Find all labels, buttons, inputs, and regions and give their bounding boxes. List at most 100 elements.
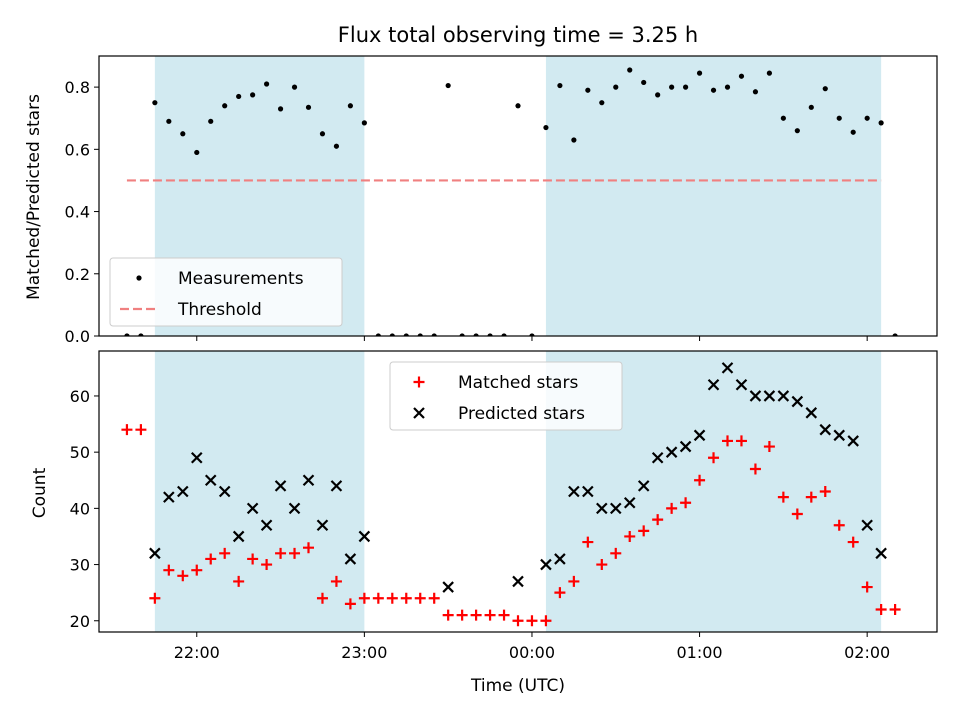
- point-plus: [861, 581, 873, 593]
- point-x: [735, 378, 748, 391]
- data-points: [124, 67, 898, 336]
- y-tick-label: 0.4: [65, 203, 90, 222]
- point-x: [763, 390, 776, 402]
- point-dot: [459, 333, 465, 336]
- point-x: [316, 519, 329, 531]
- point-plus: [749, 463, 761, 475]
- legend-box: [389, 361, 623, 431]
- point-x: [665, 446, 678, 458]
- point-plus: [456, 609, 468, 621]
- point-plus: [428, 592, 440, 604]
- point-x: [707, 378, 720, 391]
- point-x: [847, 435, 859, 447]
- point-plus: [414, 592, 426, 604]
- point-dot: [780, 115, 786, 121]
- point-x: [330, 480, 343, 492]
- point-x: [232, 530, 245, 543]
- point-dot: [557, 82, 563, 89]
- point-plus: [666, 502, 678, 514]
- point-x: [805, 407, 818, 419]
- point-dot: [766, 70, 773, 76]
- point-plus: [149, 592, 161, 604]
- point-dot: [222, 103, 228, 109]
- point-dot: [655, 92, 661, 98]
- y-tick-label: 60: [70, 387, 90, 406]
- point-dot: [431, 333, 437, 336]
- point-plus: [582, 536, 594, 548]
- point-plus: [316, 592, 328, 604]
- point-plus: [777, 491, 789, 503]
- legend-marker: [413, 407, 425, 419]
- point-dot: [892, 333, 898, 336]
- point-plus: [135, 424, 147, 436]
- point-plus: [624, 530, 636, 542]
- top-y-axis-label: Matched/Predicted stars: [24, 94, 44, 300]
- point-plus: [610, 547, 622, 559]
- point-plus: [791, 508, 803, 520]
- point-dot: [250, 92, 256, 98]
- point-x: [540, 558, 552, 571]
- point-dot: [683, 84, 689, 90]
- point-plus: [694, 474, 706, 486]
- shaded-interval-2: [545, 56, 882, 336]
- point-dot: [333, 143, 340, 149]
- point-dot: [277, 106, 284, 112]
- point-plus: [805, 491, 817, 503]
- point-dot: [473, 333, 479, 336]
- point-dot: [585, 87, 591, 93]
- point-x: [163, 491, 175, 503]
- point-x: [749, 390, 762, 402]
- point-plus: [638, 525, 650, 537]
- point-plus: [568, 575, 580, 587]
- point-dot: [696, 70, 703, 76]
- legend-box: [109, 257, 343, 327]
- point-x: [512, 575, 524, 588]
- point-dot: [445, 82, 451, 89]
- point-plus: [121, 424, 133, 436]
- point-plus: [652, 514, 664, 526]
- point-dot: [529, 333, 535, 336]
- point-dot: [515, 103, 521, 109]
- point-dot: [808, 104, 814, 110]
- point-plus: [372, 592, 384, 604]
- x-tick-label: 01:00: [677, 643, 723, 662]
- point-dot: [124, 333, 130, 336]
- point-x: [177, 485, 189, 498]
- point-dot: [501, 333, 507, 336]
- point-dot: [319, 131, 326, 137]
- point-plus: [833, 519, 845, 531]
- legend: Matched stars Predicted stars: [389, 361, 623, 431]
- point-plus: [484, 609, 496, 621]
- point-dot: [347, 103, 353, 109]
- y-tick-label: 0.2: [65, 265, 90, 284]
- point-dot: [878, 120, 884, 126]
- point-plus: [163, 564, 175, 576]
- point-plus: [358, 592, 370, 604]
- point-plus: [512, 615, 524, 627]
- point-plus: [708, 452, 720, 464]
- point-plus: [205, 553, 217, 565]
- point-plus: [847, 536, 859, 548]
- point-dot: [543, 124, 549, 131]
- point-dot: [836, 115, 842, 121]
- point-x: [288, 502, 301, 515]
- y-tick-label: 50: [70, 443, 90, 462]
- point-plus: [722, 435, 733, 447]
- x-tick-label: 23:00: [341, 643, 387, 662]
- point-plus: [735, 435, 747, 447]
- point-x: [190, 452, 203, 464]
- y-tick-label: 40: [70, 499, 90, 518]
- point-x: [651, 452, 664, 464]
- point-x: [861, 519, 873, 531]
- legend-label: Measurements: [178, 269, 304, 289]
- point-dot: [138, 333, 144, 336]
- point-dot: [487, 333, 493, 336]
- point-dot: [599, 100, 605, 106]
- point-x: [246, 502, 259, 515]
- point-x: [568, 485, 580, 498]
- point-dot: [305, 104, 312, 110]
- point-dot: [291, 84, 298, 90]
- point-plus: [680, 497, 692, 509]
- x-tick-label: 02:00: [844, 643, 890, 662]
